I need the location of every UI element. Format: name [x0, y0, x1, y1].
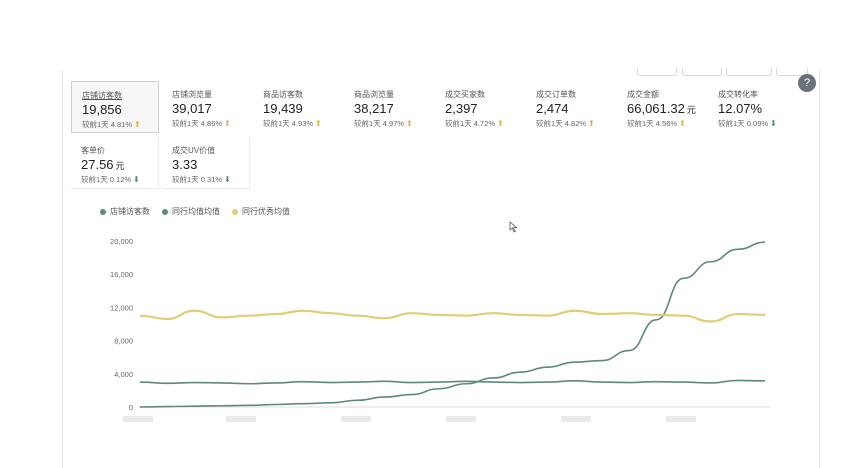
metric-card[interactable]: 成交订单数 2,474 较前1天 4.82% ⬆	[526, 81, 614, 133]
metric-compare: 较前1天 4.56% ⬆	[627, 119, 686, 128]
arrow-up-icon: ⬆	[315, 119, 322, 128]
x-tick-label	[341, 416, 371, 422]
series-line-2[interactable]	[139, 379, 766, 385]
metric-card[interactable]: 成交金额 66,061.32 元较前1天 4.56% ⬆	[617, 81, 705, 133]
legend-item-peer-average[interactable]: 同行均值均值	[162, 206, 220, 217]
arrow-down-icon: ⬇	[224, 175, 231, 184]
y-tick-label: 20,000	[110, 237, 133, 246]
metric-card[interactable]: 店铺访客数 19,856 较前1天 4.81% ⬆	[71, 81, 159, 133]
y-tick-label: 0	[129, 403, 133, 412]
arrow-down-icon: ⬇	[133, 175, 140, 184]
metric-label: 成交转化率	[718, 90, 758, 99]
toolbar-tab-2[interactable]	[682, 68, 722, 76]
legend-label: 同行优秀均值	[242, 207, 290, 216]
arrow-up-icon: ⬆	[406, 119, 413, 128]
toolbar-tab-4[interactable]	[776, 68, 808, 76]
arrow-up-icon: ⬆	[497, 119, 504, 128]
metric-card[interactable]: 客单价 27.56 元较前1天 0.12% ⬇	[71, 137, 159, 189]
metric-value: 12.07%	[718, 101, 763, 116]
metric-compare: 较前1天 0.31% ⬇	[172, 175, 231, 184]
metric-compare: 较前1天 4.82% ⬆	[536, 119, 595, 128]
metric-card[interactable]: 成交UV价值 3.33 较前1天 0.31% ⬇	[162, 137, 250, 189]
x-tick-label	[561, 416, 591, 422]
toolbar-tab-1[interactable]	[637, 68, 677, 76]
metric-label: 商品浏览量	[354, 90, 394, 99]
metric-label: 店铺访客数	[82, 91, 122, 100]
arrow-up-icon: ⬆	[134, 120, 141, 129]
metric-value: 19,856	[82, 102, 122, 117]
metric-value: 38,217	[354, 101, 394, 116]
help-button[interactable]: ?	[798, 74, 816, 92]
metric-compare: 较前1天 4.86% ⬆	[172, 119, 231, 128]
y-tick-label: 12,000	[110, 303, 133, 312]
metric-card[interactable]: 成交买家数 2,397 较前1天 4.72% ⬆	[435, 81, 523, 133]
metric-label: 成交买家数	[445, 90, 485, 99]
arrow-up-icon: ⬆	[588, 119, 595, 128]
metric-value: 66,061.32 元	[627, 101, 696, 116]
metric-compare: 较前1天 4.97% ⬆	[354, 119, 413, 128]
metric-label: 成交UV价值	[172, 146, 216, 155]
x-tick-label	[666, 416, 696, 422]
legend-dot	[232, 208, 238, 215]
metric-card[interactable]: 商品浏览量 38,217 较前1天 4.97% ⬆	[344, 81, 432, 133]
metric-compare: 较前1天 0.09% ⬇	[718, 119, 777, 128]
metric-value: 3.33	[172, 157, 198, 172]
metric-value: 2,397	[445, 101, 478, 116]
series-line-1[interactable]	[139, 241, 766, 408]
metric-value: 2,474	[536, 101, 569, 116]
circle-question-icon: ?	[803, 76, 811, 89]
metric-compare: 较前1天 0.12% ⬇	[81, 175, 140, 184]
metric-value: 27.56 元	[81, 157, 125, 172]
arrow-up-icon: ⬆	[224, 119, 231, 128]
legend-item-peer-excellent[interactable]: 同行优秀均值	[232, 206, 290, 217]
legend-item-visitors[interactable]: 店铺访客数	[100, 206, 150, 217]
metric-label: 成交订单数	[536, 90, 576, 99]
legend-dot	[100, 208, 106, 215]
metric-compare: 较前1天 4.72% ⬆	[445, 119, 504, 128]
x-tick-label	[446, 416, 476, 422]
y-tick-label: 8,000	[114, 337, 133, 346]
legend-dot	[162, 208, 168, 215]
y-tick-label: 4,000	[114, 370, 133, 379]
metric-label: 商品访客数	[263, 90, 303, 99]
series-line-3[interactable]	[139, 309, 766, 323]
metric-card[interactable]: 店铺浏览量 39,017 较前1天 4.86% ⬆	[162, 81, 250, 133]
arrow-down-icon: ⬇	[770, 119, 777, 128]
x-tick-label	[226, 416, 256, 422]
metric-label: 成交金额	[627, 90, 659, 99]
chart-legend: 店铺访客数 同行均值均值 同行优秀均值	[100, 206, 290, 217]
pointer-cursor-icon	[509, 221, 518, 233]
metric-value: 19,439	[263, 101, 303, 116]
metric-compare: 较前1天 4.93% ⬆	[263, 119, 322, 128]
legend-label: 店铺访客数	[110, 207, 150, 216]
metric-compare: 较前1天 4.81% ⬆	[82, 120, 141, 129]
metric-card[interactable]: 商品访客数 19,439 较前1天 4.93% ⬆	[253, 81, 341, 133]
dashboard-panel	[62, 70, 820, 468]
x-tick-label	[123, 416, 153, 422]
toolbar-tab-3[interactable]	[726, 68, 772, 76]
arrow-up-icon: ⬆	[679, 119, 686, 128]
metric-label: 客单价	[81, 146, 105, 155]
metric-label: 店铺浏览量	[172, 90, 212, 99]
metric-card[interactable]: 成交转化率 12.07% 较前1天 0.09% ⬇	[708, 81, 796, 133]
legend-label: 同行均值均值	[172, 207, 220, 216]
y-tick-label: 16,000	[110, 270, 133, 279]
metric-value: 39,017	[172, 101, 212, 116]
